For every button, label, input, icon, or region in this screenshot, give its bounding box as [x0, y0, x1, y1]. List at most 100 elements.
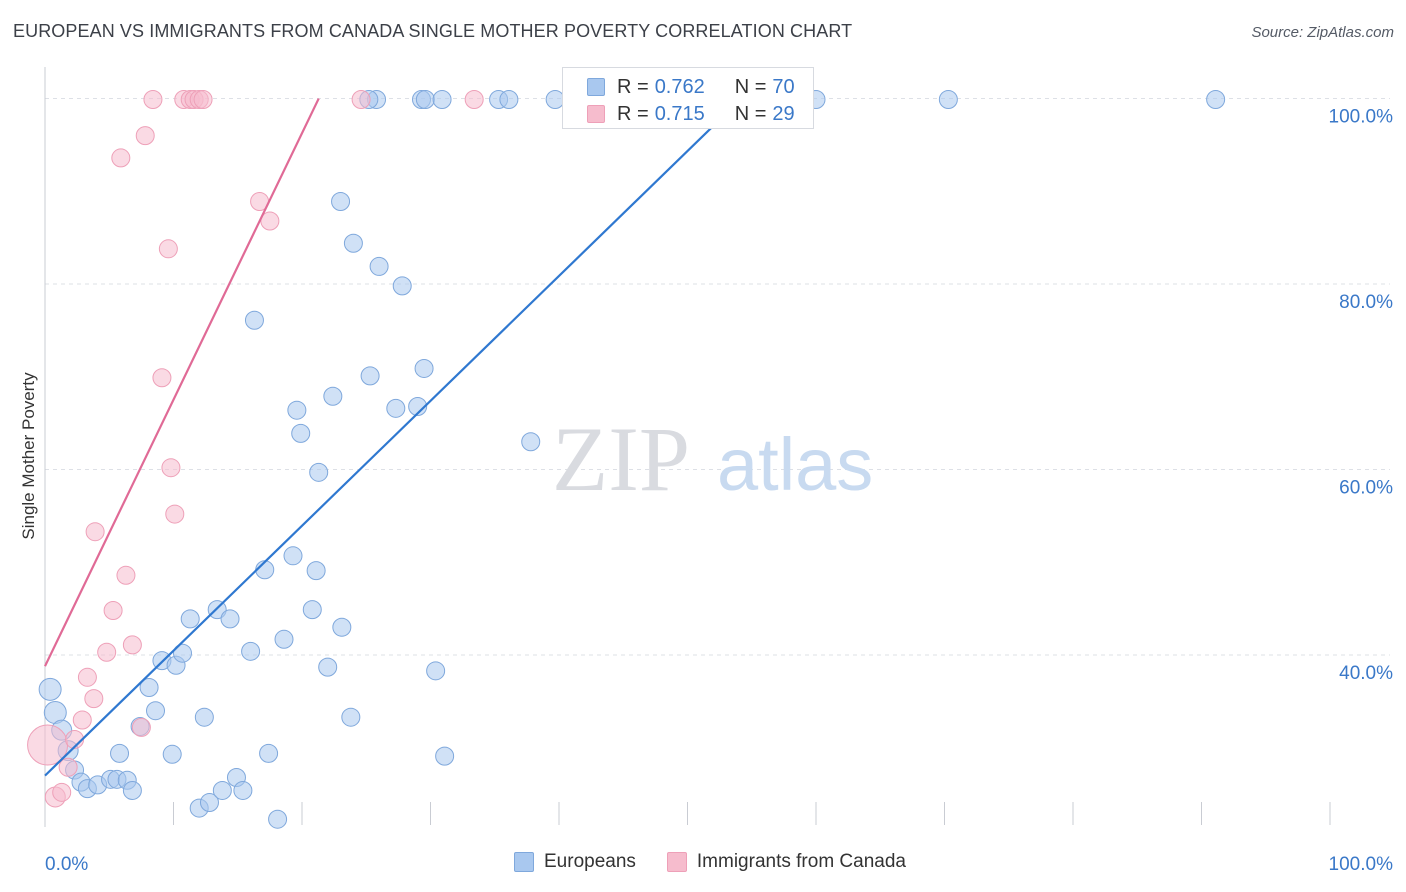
legend-n-value: 29	[772, 102, 795, 125]
x-tick-label: 0.0%	[45, 854, 88, 875]
chart-title: EUROPEAN VS IMMIGRANTS FROM CANADA SINGL…	[13, 21, 853, 41]
legend-box: R = 0.762 N = 70 R = 0.715 N = 29	[562, 67, 814, 129]
point-canada	[116, 565, 136, 585]
point-canada	[111, 148, 131, 168]
point-europeans	[306, 561, 326, 581]
point-europeans	[162, 744, 182, 764]
point-canada	[97, 642, 117, 662]
point-europeans	[392, 276, 412, 296]
trendline-europeans	[44, 97, 743, 777]
point-europeans	[172, 643, 192, 663]
point-canada	[52, 782, 72, 802]
point-europeans	[323, 386, 343, 406]
point-canada	[58, 757, 78, 777]
point-europeans	[360, 366, 380, 386]
point-canada	[161, 458, 181, 478]
point-europeans	[1206, 89, 1226, 109]
trend-layer	[44, 97, 743, 777]
trendline-canada	[44, 98, 320, 667]
point-europeans	[244, 310, 264, 330]
point-canada	[135, 126, 155, 146]
point-canada	[72, 710, 92, 730]
point-canada	[77, 667, 97, 687]
point-europeans	[180, 609, 200, 629]
legend-swatch-blue	[587, 78, 605, 96]
point-europeans	[194, 707, 214, 727]
point-europeans	[199, 793, 219, 813]
point-europeans	[233, 780, 253, 800]
point-europeans	[435, 746, 455, 766]
point-europeans	[332, 617, 352, 637]
point-europeans	[241, 641, 261, 661]
point-canada	[122, 635, 142, 655]
point-europeans	[110, 743, 130, 763]
point-europeans	[291, 423, 311, 443]
legend-item-canada: Immigrants from Canada	[666, 851, 906, 873]
legend-n-label: N =	[734, 75, 767, 98]
point-europeans	[309, 462, 329, 482]
point-europeans	[408, 396, 428, 416]
y-tick-label: 60.0%	[1339, 478, 1393, 499]
point-europeans	[414, 358, 434, 378]
point-canada	[351, 89, 371, 109]
point-europeans	[122, 780, 142, 800]
points-layer	[27, 89, 1226, 829]
point-canada	[103, 601, 123, 621]
point-canada	[158, 239, 178, 259]
source-label: Source: ZipAtlas.com	[1251, 24, 1394, 41]
legend-swatch-europeans	[514, 852, 534, 872]
watermark-zip: ZIP	[552, 408, 690, 510]
point-europeans	[287, 400, 307, 420]
point-europeans	[521, 432, 541, 452]
point-europeans	[220, 609, 240, 629]
legend-label-europeans: Europeans	[544, 851, 636, 872]
legend-r-label: R =	[617, 75, 649, 98]
point-canada	[193, 89, 213, 109]
point-europeans	[318, 657, 338, 677]
x-tick-label: 100.0%	[1329, 854, 1394, 875]
y-tick-label: 40.0%	[1339, 663, 1393, 684]
legend-n-value: 70	[772, 75, 795, 98]
y-tick-label: 80.0%	[1339, 292, 1393, 313]
legend-r-value: 0.715	[654, 102, 705, 125]
y-tick-label: 100.0%	[1329, 107, 1394, 128]
point-europeans	[331, 192, 351, 212]
point-canada	[131, 717, 151, 737]
point-europeans	[274, 629, 294, 649]
point-europeans	[139, 678, 159, 698]
bottom-legend: Europeans Immigrants from Canada	[514, 851, 937, 873]
point-canada	[464, 89, 484, 109]
point-canada	[152, 368, 172, 388]
point-europeans	[341, 707, 361, 727]
legend-swatch-pink	[587, 105, 605, 123]
point-europeans	[302, 600, 322, 620]
point-canada	[165, 504, 185, 524]
point-canada	[84, 689, 104, 709]
legend-r-label: R =	[617, 102, 649, 125]
point-europeans	[432, 89, 452, 109]
legend-swatch-canada	[666, 852, 687, 872]
legend-n-label: N =	[734, 102, 767, 125]
point-europeans	[343, 233, 363, 253]
point-canada	[143, 89, 163, 109]
grid-layer	[45, 98, 1390, 656]
point-europeans	[38, 677, 62, 701]
point-europeans	[146, 701, 166, 721]
legend-item-europeans: Europeans	[514, 851, 636, 873]
point-europeans	[415, 89, 435, 109]
point-europeans	[369, 256, 389, 276]
point-europeans	[426, 661, 446, 681]
point-europeans	[283, 546, 303, 566]
point-europeans	[499, 89, 519, 109]
tick-label-layer: 40.0% 60.0% 80.0% 100.0% 0.0% 100.0%	[45, 107, 1393, 875]
point-europeans	[268, 809, 288, 829]
point-canada	[85, 522, 105, 542]
legend-label-canada: Immigrants from Canada	[696, 851, 906, 872]
legend-r-value: 0.762	[654, 75, 705, 98]
legend-row-europeans: R = 0.762 N = 70	[587, 76, 795, 98]
y-axis-label: Single Mother Poverty	[19, 372, 38, 540]
point-europeans	[938, 89, 958, 109]
point-europeans	[386, 398, 406, 418]
point-europeans	[212, 780, 232, 800]
